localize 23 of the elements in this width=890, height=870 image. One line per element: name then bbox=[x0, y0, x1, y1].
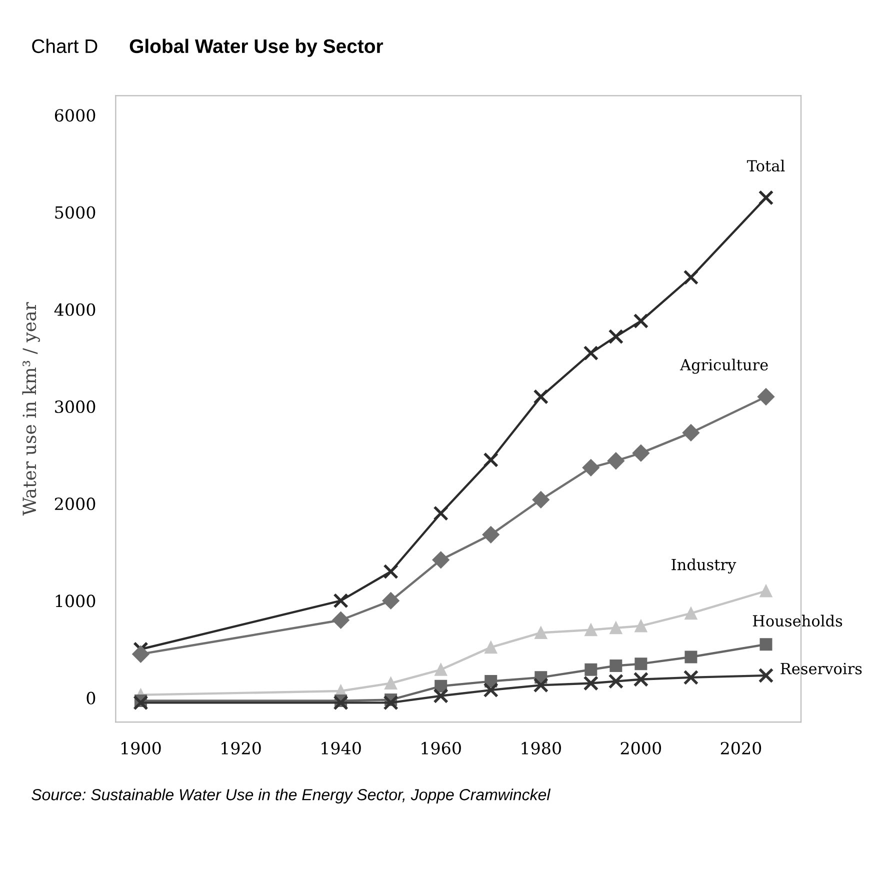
y-tick-label: 0 bbox=[86, 692, 96, 704]
series-label: Total bbox=[746, 160, 785, 172]
y-axis-title: Water use in km³ / year bbox=[22, 302, 40, 516]
y-tick-label: 2000 bbox=[54, 498, 96, 510]
series-label: Agriculture bbox=[680, 358, 768, 374]
y-tick-label: 1000 bbox=[56, 594, 96, 608]
x-tick-label: 1940 bbox=[322, 742, 361, 754]
y-tick-label: 6000 bbox=[54, 109, 96, 122]
chart-title: Global Water Use by Sector bbox=[130, 38, 384, 57]
series-label: Reservoirs bbox=[780, 662, 862, 674]
y-tick-label: 4000 bbox=[54, 303, 96, 316]
series-label: Households bbox=[752, 614, 842, 627]
x-tick-label: 1980 bbox=[522, 742, 561, 754]
x-tick-label: 2020 bbox=[720, 742, 762, 754]
x-tick-label: 1920 bbox=[222, 742, 261, 754]
x-tick-label: 2000 bbox=[620, 742, 662, 754]
y-tick-label: 3000 bbox=[55, 400, 96, 414]
y-tick-label: 5000 bbox=[55, 206, 96, 219]
source-note: Source: Sustainable Water Use in the Energy Sector, Joppe Cramwinckel bbox=[32, 788, 551, 804]
x-tick-label: 1900 bbox=[122, 742, 161, 754]
x-tick-label: 1960 bbox=[422, 742, 461, 754]
chart-subtitle: Chart D bbox=[32, 38, 98, 54]
series-label: Industry bbox=[672, 558, 736, 574]
